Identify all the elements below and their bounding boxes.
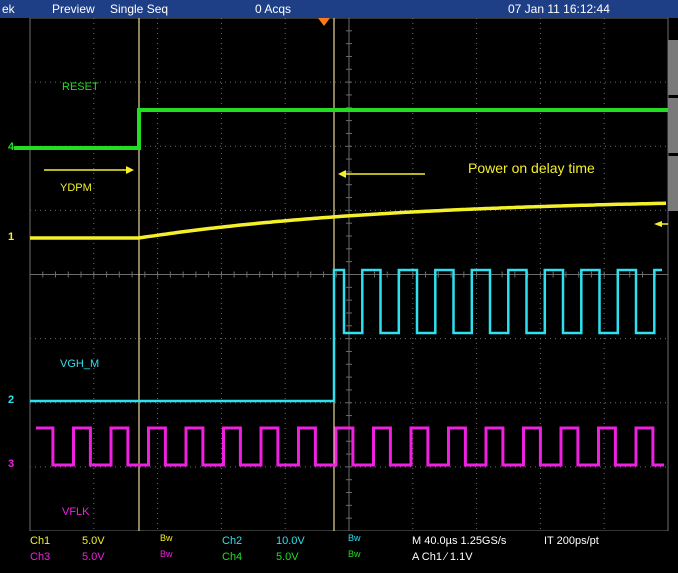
reset-label: RESET (62, 81, 99, 93)
ch2-bw: Bw (348, 533, 361, 543)
mode-label: Preview (52, 2, 95, 16)
ydpm-trace (30, 201, 667, 240)
vgh-m-label: VGH_M (60, 358, 100, 370)
ch4-scale: 5.0V (276, 551, 299, 563)
ch3-name: Ch3 (30, 551, 51, 563)
ch1-scale: 5.0V (82, 535, 105, 547)
ch2-scale: 10.0V (276, 535, 305, 547)
channel-readout: Ch1 5.0V Bw Ch2 10.0V Bw Ch3 5.0V Bw Ch4… (0, 531, 678, 573)
trigger-mode-label: Single Seq (110, 2, 169, 16)
annotation-text: Power on delay time (468, 160, 595, 176)
brand-label: ek (2, 2, 15, 16)
side-menu-tab-3[interactable] (668, 156, 678, 211)
timebase-readout: M 40.0µs 1.25GS/s (412, 535, 507, 547)
reset-trace (14, 108, 668, 150)
trigger-readout: A Ch1 ∕ 1.1V (412, 551, 473, 563)
ch4-name: Ch4 (222, 551, 243, 563)
vflk-label: VFLK (62, 506, 90, 518)
ch3-marker[interactable]: 3 (8, 458, 15, 470)
vflk-trace (36, 426, 664, 467)
side-menu-tab-2[interactable] (668, 98, 678, 153)
waveform-area (14, 18, 669, 532)
ch1-marker[interactable]: 1 (8, 231, 15, 243)
record-length-readout: IT 200ps/pt (544, 535, 599, 547)
scope-display: RESET YDPM VGH_M VFLK Power on delay tim… (0, 18, 678, 573)
ch1-bw: Bw (160, 533, 173, 543)
acquisition-count: 0 Acqs (255, 2, 292, 16)
trigger-level-icon (654, 221, 662, 227)
ch1-name: Ch1 (30, 535, 51, 547)
ch2-name: Ch2 (222, 535, 243, 547)
trigger-position-icon (318, 18, 330, 26)
graticule (29, 18, 669, 532)
side-menu-tab-1[interactable] (668, 40, 678, 95)
ch2-marker[interactable]: 2 (8, 394, 15, 406)
ydpm-label: YDPM (60, 182, 92, 194)
vgh-m-trace (30, 268, 662, 403)
arrow-right-icon (44, 166, 134, 174)
datetime: 07 Jan 11 16:12:44 (508, 2, 610, 16)
ch3-scale: 5.0V (82, 551, 105, 563)
arrow-left-icon (338, 170, 425, 178)
ch3-bw: Bw (160, 549, 173, 559)
ch4-bw: Bw (348, 549, 361, 559)
ch4-marker[interactable]: 4 (8, 141, 15, 153)
status-bar: ek Preview Single Seq 0 Acqs 07 Jan 11 1… (0, 0, 678, 18)
